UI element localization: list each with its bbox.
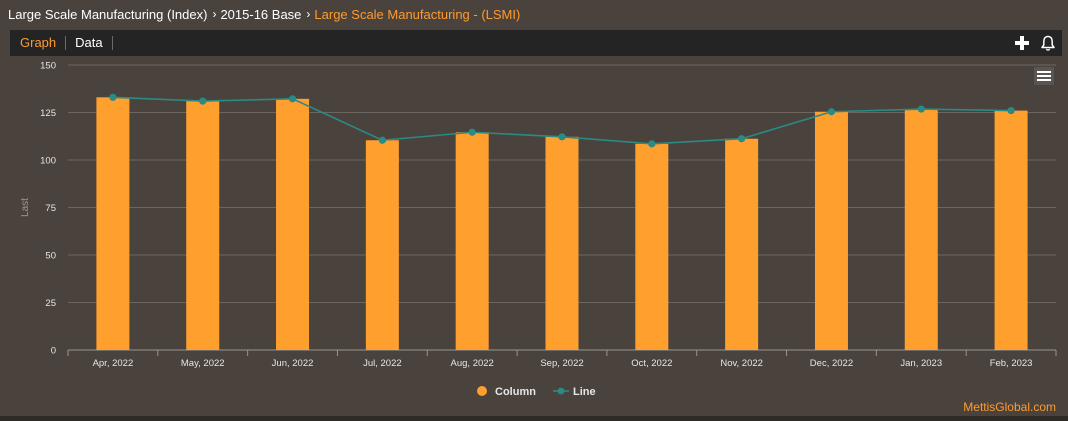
bar bbox=[545, 136, 579, 350]
legend-line-label: Line bbox=[573, 386, 596, 398]
bar bbox=[455, 132, 489, 350]
line-point bbox=[199, 97, 207, 105]
x-tick-label: Jun, 2022 bbox=[272, 358, 314, 369]
line-point bbox=[827, 108, 836, 116]
bar bbox=[186, 101, 220, 350]
hamburger-icon[interactable] bbox=[1034, 67, 1054, 85]
chevron-right-icon: › bbox=[212, 7, 217, 21]
line-point bbox=[558, 133, 566, 141]
bar bbox=[365, 140, 399, 350]
bar bbox=[904, 109, 938, 350]
tab-data[interactable]: Data bbox=[66, 36, 113, 50]
chart-area: 0 25 50 75 100 125 150 Last Apr, 2022 May, 2022 Ju… bbox=[10, 56, 1062, 414]
breadcrumb-item-index[interactable]: Large Scale Manufacturing (Index) bbox=[8, 6, 208, 22]
bell-icon[interactable] bbox=[1038, 33, 1058, 53]
x-tick-label: Feb, 2023 bbox=[990, 358, 1033, 369]
y-tick-label: 100 bbox=[40, 156, 56, 167]
x-tick-label: Aug, 2022 bbox=[451, 358, 494, 369]
combo-chart: 0 25 50 75 100 125 150 Last Apr, 2022 May, 2022 Ju… bbox=[20, 61, 1057, 398]
x-tick-label: Jan, 2023 bbox=[900, 358, 942, 369]
x-tick-label: Jul, 2022 bbox=[363, 358, 402, 369]
plus-icon[interactable] bbox=[1012, 33, 1032, 53]
x-tick-label: Dec, 2022 bbox=[810, 358, 853, 369]
x-tick-label: Apr, 2022 bbox=[93, 358, 134, 369]
line-point bbox=[648, 140, 656, 148]
bar bbox=[725, 138, 759, 350]
line-point bbox=[378, 136, 386, 144]
bar bbox=[276, 98, 310, 350]
tab-graph[interactable]: Graph bbox=[10, 36, 67, 50]
line-point bbox=[917, 105, 925, 113]
breadcrumb-item-current: Large Scale Manufacturing - (LSMI) bbox=[314, 6, 521, 22]
y-tick-label: 50 bbox=[45, 251, 56, 262]
bar bbox=[96, 97, 130, 350]
legend-column-marker bbox=[477, 386, 487, 396]
breadcrumb: Large Scale Manufacturing (Index) › 2015… bbox=[8, 6, 520, 22]
x-tick-label: May, 2022 bbox=[181, 358, 225, 369]
x-tick-label: Sep, 2022 bbox=[540, 358, 583, 369]
legend-line-marker bbox=[557, 387, 565, 395]
credit-link[interactable]: MettisGlobal.com bbox=[963, 400, 1056, 414]
toolbar: Graph Data bbox=[10, 30, 1062, 56]
bar bbox=[635, 143, 669, 350]
line-point bbox=[109, 93, 117, 101]
line-point bbox=[468, 128, 476, 136]
y-tick-label: 25 bbox=[45, 298, 56, 309]
bar bbox=[814, 111, 848, 350]
x-tick-label: Nov, 2022 bbox=[720, 358, 763, 369]
y-axis-label: Last bbox=[20, 198, 31, 217]
toolbar-icons bbox=[1012, 33, 1058, 53]
y-tick-label: 125 bbox=[40, 108, 56, 119]
legend-column-label: Column bbox=[495, 386, 536, 398]
bar bbox=[994, 110, 1028, 350]
y-tick-label: 150 bbox=[40, 61, 56, 72]
breadcrumb-item-base[interactable]: 2015-16 Base bbox=[220, 6, 302, 22]
line-point bbox=[1007, 107, 1015, 115]
line-point bbox=[288, 95, 297, 103]
chevron-right-icon: › bbox=[306, 7, 311, 21]
y-tick-label: 75 bbox=[45, 203, 56, 214]
line-point bbox=[738, 135, 746, 143]
y-tick-label: 0 bbox=[51, 346, 56, 357]
x-tick-label: Oct, 2022 bbox=[631, 358, 672, 369]
bottom-bar bbox=[0, 416, 1068, 421]
